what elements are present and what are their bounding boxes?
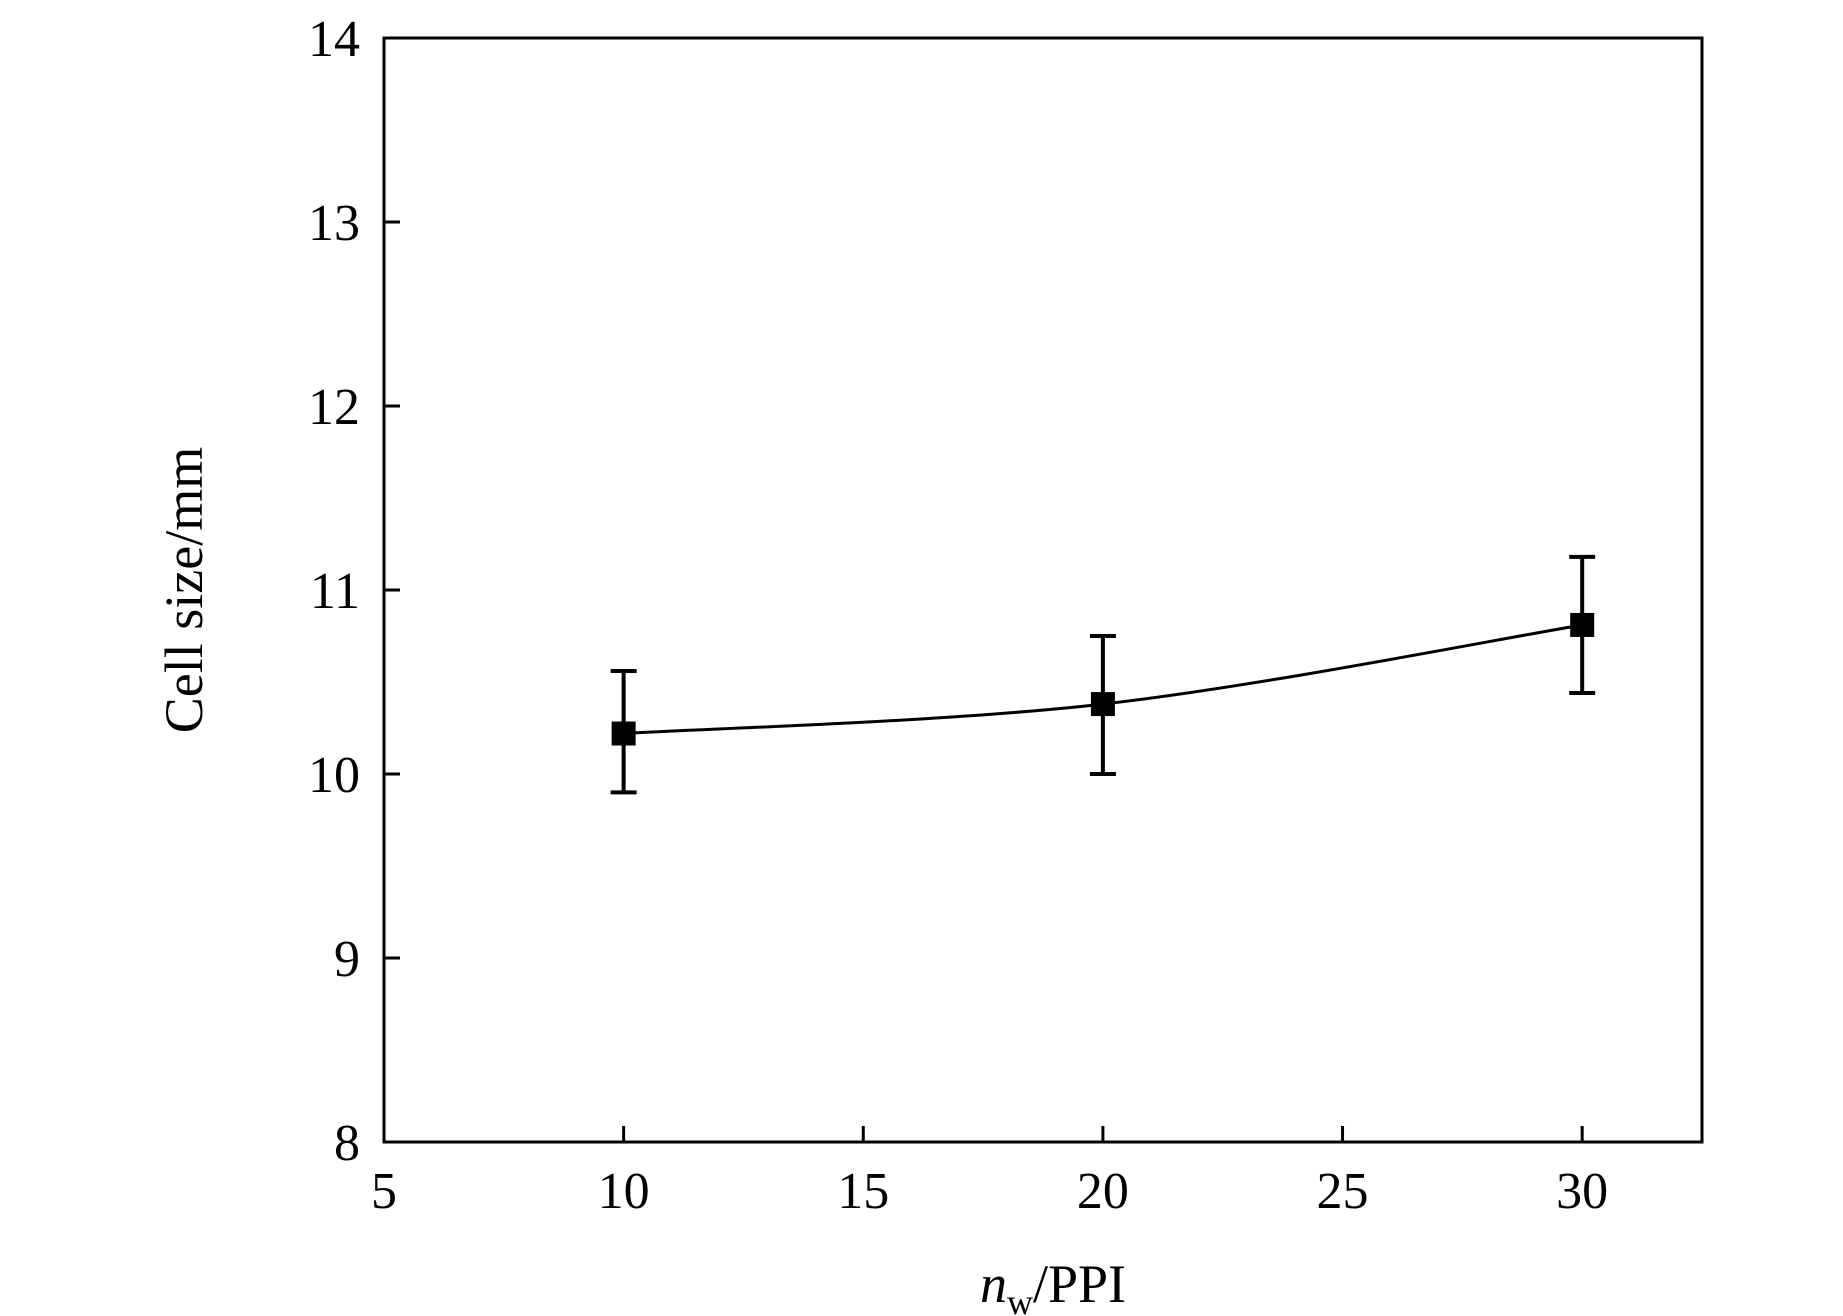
x-axis-label-sub: w xyxy=(1007,1282,1033,1316)
x-axis-label-unit: /PPI xyxy=(1033,1254,1126,1314)
y-tick-label-2: 10 xyxy=(308,747,360,804)
y-tick-label-5: 13 xyxy=(308,195,360,252)
data-point-1 xyxy=(1090,692,1115,717)
plot-frame xyxy=(382,36,1704,1144)
x-axis-label-var: n xyxy=(980,1254,1007,1314)
axis-ticks xyxy=(382,36,1584,1144)
x-tick-label-5: 30 xyxy=(1556,1163,1608,1220)
y-tick-label-3: 11 xyxy=(310,563,360,620)
tick-labels: 5 10 15 20 25 30 8 9 10 11 12 13 14 xyxy=(308,11,1608,1220)
data-markers xyxy=(611,612,1595,746)
x-tick-label-4: 25 xyxy=(1317,1163,1369,1220)
y-tick-label-4: 12 xyxy=(308,379,360,436)
error-bars xyxy=(610,554,1596,795)
x-tick-label-1: 10 xyxy=(598,1163,650,1220)
y-tick-label-1: 9 xyxy=(334,931,360,988)
x-tick-label-3: 20 xyxy=(1077,1163,1129,1220)
data-point-2 xyxy=(1570,612,1595,637)
y-tick-label-6: 14 xyxy=(308,11,360,68)
x-axis-label: nw/PPI xyxy=(980,1254,1126,1316)
x-tick-label-2: 15 xyxy=(837,1163,889,1220)
data-point-0 xyxy=(611,721,636,746)
y-tick-label-0: 8 xyxy=(334,1115,360,1172)
x-tick-label-0: 5 xyxy=(371,1163,397,1220)
y-axis-label: Cell size/mm xyxy=(154,447,214,733)
